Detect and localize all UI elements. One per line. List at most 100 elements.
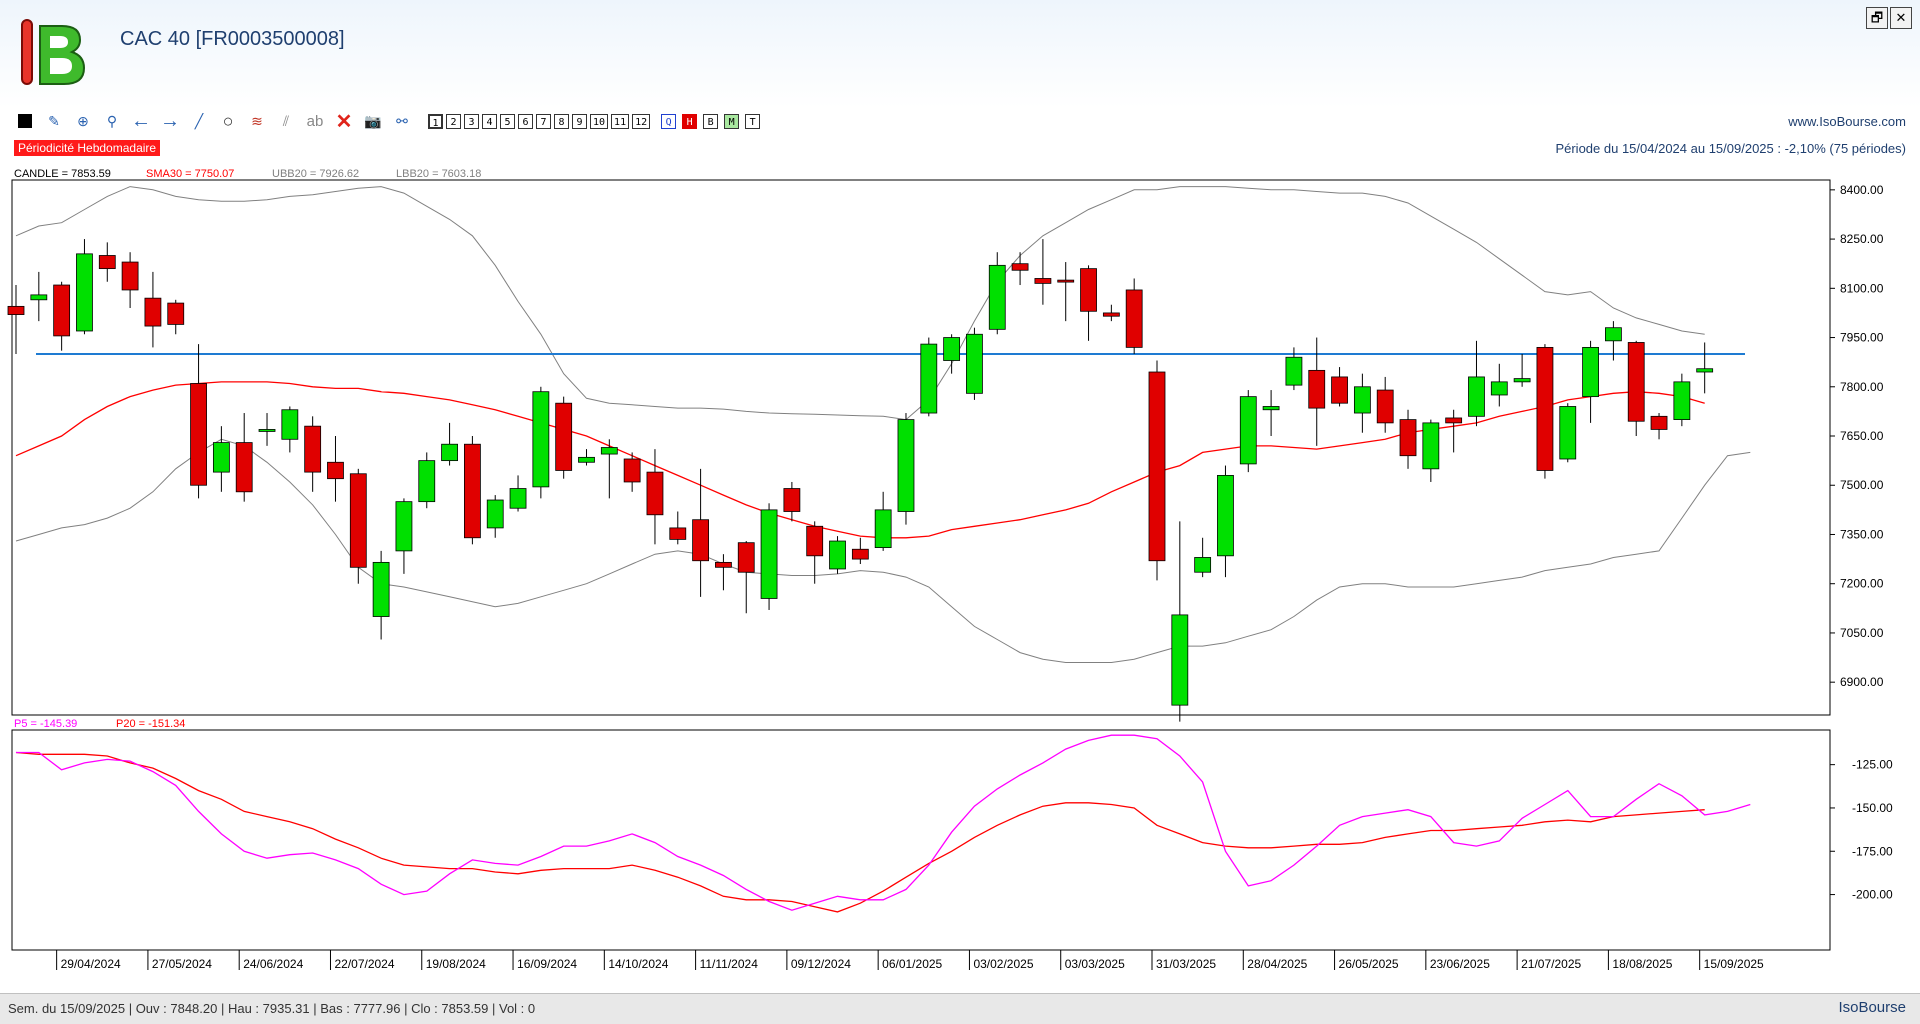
- range-button-3[interactable]: 3: [464, 113, 479, 129]
- candle: [920, 343, 938, 414]
- candle: [190, 383, 207, 486]
- candle: [578, 456, 595, 463]
- price-chart[interactable]: CANDLE = 7853.59 SMA30 = 7750.07 UBB20 = 7…: [0, 0, 1920, 993]
- fibonacci-icon[interactable]: ≋: [251, 112, 263, 129]
- y-tick-label: 7500.00: [1840, 478, 1884, 492]
- x-tick-label: 06/01/2025: [882, 957, 942, 971]
- candle: [418, 460, 436, 503]
- line-icon[interactable]: ╱: [194, 112, 204, 129]
- candle: [1080, 268, 1097, 312]
- site-url[interactable]: www.IsoBourse.com: [1788, 114, 1906, 129]
- legend-ubb20: UBB20 = 7926.62: [272, 168, 359, 180]
- candle: [144, 297, 162, 327]
- y-tick-label: 7050.00: [1840, 626, 1884, 640]
- candle: [1673, 381, 1691, 421]
- period-button-H[interactable]: H: [682, 113, 698, 129]
- candle: [715, 561, 732, 568]
- status-text: Sem. du 15/09/2025 | Ouv : 7848.20 | Hau…: [8, 1001, 536, 1016]
- candle: [897, 419, 915, 512]
- candle: [1011, 263, 1029, 271]
- delete-icon[interactable]: ✕: [335, 110, 353, 133]
- crosshair-icon[interactable]: ⊕: [77, 112, 89, 129]
- candle: [783, 488, 801, 512]
- legend-p5: P5 = -145.39: [14, 718, 77, 730]
- candle: [829, 540, 846, 570]
- camera-icon[interactable]: 📷: [364, 112, 382, 129]
- y-tick-label: 7950.00: [1840, 331, 1884, 345]
- trend-icon[interactable]: ⫽: [282, 112, 290, 129]
- candle: [304, 425, 322, 473]
- range-button-5[interactable]: 5: [500, 113, 515, 129]
- candle: [395, 501, 413, 552]
- tree-icon[interactable]: ⚯: [396, 112, 408, 129]
- candle: [1285, 356, 1303, 386]
- candle: [1194, 557, 1212, 573]
- candle: [1034, 278, 1052, 284]
- status-brand: IsoBourse: [1838, 999, 1906, 1016]
- draw-icon[interactable]: ✎: [48, 112, 60, 129]
- x-tick-label: 27/05/2024: [152, 957, 212, 971]
- x-tick-label: 03/03/2025: [1065, 957, 1125, 971]
- arrow-right-icon[interactable]: →: [160, 109, 180, 132]
- osc-y-tick-label: -150.00: [1852, 801, 1893, 815]
- circle-icon[interactable]: ○: [222, 110, 234, 131]
- x-tick-label: 29/04/2024: [61, 957, 121, 971]
- candle: [555, 402, 573, 471]
- candle: [669, 527, 687, 540]
- period-button-B[interactable]: B: [703, 113, 719, 129]
- text-label-tool[interactable]: ab: [306, 112, 324, 130]
- range-button-10[interactable]: 10: [590, 113, 609, 129]
- candle: [1627, 342, 1645, 422]
- range-button-9[interactable]: 9: [572, 113, 587, 129]
- candle: [1399, 419, 1417, 457]
- main-plot-area: [11, 179, 1831, 716]
- range-button-6[interactable]: 6: [518, 113, 533, 129]
- range-button-1[interactable]: 1: [428, 113, 443, 129]
- range-button-4[interactable]: 4: [482, 113, 497, 129]
- restore-button[interactable]: 🗗: [1866, 7, 1888, 29]
- candle: [1490, 381, 1508, 396]
- square-icon[interactable]: [14, 110, 36, 132]
- candle: [1148, 371, 1166, 562]
- close-button[interactable]: ✕: [1890, 7, 1912, 29]
- candle: [258, 429, 276, 432]
- x-tick-label: 28/04/2025: [1247, 957, 1307, 971]
- chart-toolbar: ✎ ⊕ ⚲ ← → ╱ ○ ≋ ⫽ ab ✕ 📷 ⚯ 1 2 3 4 5 6 7 8 9 10 11…: [14, 109, 766, 133]
- candle: [509, 488, 527, 509]
- legend-candle: CANDLE = 7853.59: [14, 168, 111, 180]
- range-button-12[interactable]: 12: [632, 113, 651, 129]
- range-button-7[interactable]: 7: [536, 113, 551, 129]
- candle: [623, 458, 641, 483]
- arrow-left-icon[interactable]: ←: [131, 109, 151, 132]
- candle: [1376, 389, 1394, 424]
- candle: [1650, 415, 1668, 430]
- period-button-T[interactable]: T: [745, 113, 761, 129]
- candle: [235, 442, 253, 493]
- range-button-11[interactable]: 11: [611, 113, 630, 129]
- y-tick-label: 7350.00: [1840, 527, 1884, 541]
- zoom-icon[interactable]: ⚲: [106, 112, 118, 129]
- candle: [1582, 346, 1599, 398]
- candle: [1696, 368, 1714, 373]
- x-tick-label: 24/06/2024: [243, 957, 303, 971]
- y-tick-label: 6900.00: [1840, 675, 1884, 689]
- isobourse-logo: [21, 19, 86, 85]
- x-tick-label: 19/08/2024: [426, 957, 486, 971]
- candle: [349, 473, 367, 568]
- period-button-Q[interactable]: Q: [661, 113, 677, 129]
- candle: [121, 261, 139, 291]
- candle: [167, 302, 185, 325]
- x-tick-label: 09/12/2024: [791, 957, 851, 971]
- candle: [1262, 406, 1280, 411]
- period-button-M[interactable]: M: [724, 113, 740, 129]
- x-tick-label: 14/10/2024: [608, 957, 668, 971]
- candle: [692, 519, 709, 562]
- legend-sma30: SMA30 = 7750.07: [146, 168, 234, 180]
- candle: [327, 461, 344, 480]
- candle: [486, 499, 504, 529]
- range-button-2[interactable]: 2: [446, 113, 461, 129]
- candle: [281, 409, 299, 440]
- ubb20-line: [15, 186, 1705, 421]
- candle: [943, 337, 961, 361]
- range-button-8[interactable]: 8: [554, 113, 569, 129]
